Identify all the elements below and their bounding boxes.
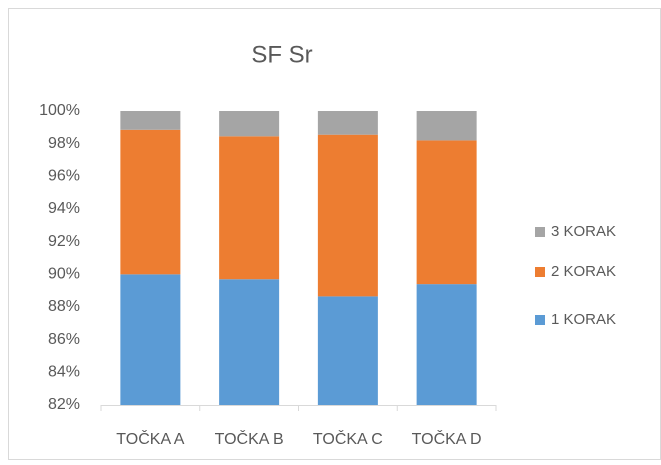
bar-segment [120,111,181,130]
y-tick-label: 92% [48,233,80,250]
legend-label: 2 KORAK [551,263,616,280]
y-tick-label: 88% [48,298,80,315]
y-tick-label: 86% [48,331,80,348]
x-tick-label: TOČKA C [313,429,383,448]
bar-segment [219,111,280,137]
bar-segment [120,129,181,275]
bar-segment [416,284,477,405]
bar-segment [317,296,378,405]
bar-segment [416,111,477,141]
y-tick-label: 90% [48,266,80,283]
bar-segment [317,111,378,135]
y-tick-label: 100% [39,102,80,119]
legend-swatch [535,267,545,277]
y-tick-label: 98% [48,135,80,152]
y-tick-label: 84% [48,364,80,381]
bar-segment [317,134,378,297]
legend-label: 3 KORAK [551,223,616,240]
bar-segment [219,279,280,405]
x-tick-label: TOČKA D [412,429,482,448]
bar-segment [416,140,477,285]
legend-swatch [535,315,545,325]
legend-label: 1 KORAK [551,311,616,328]
y-tick-label: 94% [48,200,80,217]
bar-segment [120,274,181,405]
x-tick-label: TOČKA A [116,429,185,448]
y-tick-label: 96% [48,168,80,185]
x-tick-label: TOČKA B [215,429,284,448]
bar-segment [219,136,280,280]
legend-swatch [535,227,545,237]
y-tick-label: 82% [48,396,80,413]
chart-title: SF Sr [251,41,312,68]
